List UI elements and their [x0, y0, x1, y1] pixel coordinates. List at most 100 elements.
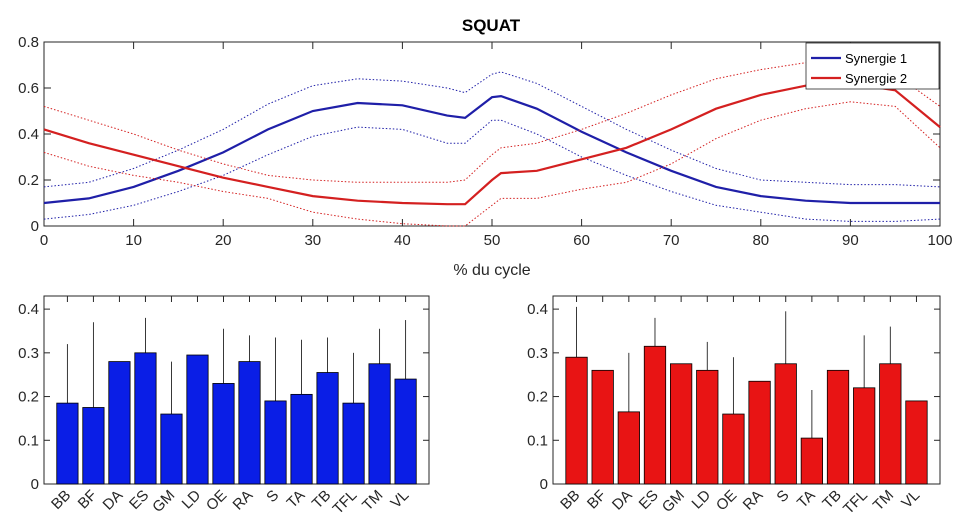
legend-label-synergie-1: Synergie 1 [845, 51, 907, 66]
bar-TFL [342, 402, 365, 485]
series-lower-band-1 [43, 119, 941, 222]
x-tick-label: TB [819, 487, 845, 513]
x-tick-label: BB [557, 487, 583, 513]
x-tick-label: LD [689, 487, 715, 513]
bar-DA [108, 361, 131, 485]
x-tick-label: TM [870, 487, 897, 514]
y-tick-label: 0.3 [18, 345, 39, 362]
x-tick-label: 60 [573, 232, 590, 249]
x-tick-label: TM [359, 487, 386, 514]
x-tick-label: 90 [842, 232, 859, 249]
x-tick-label: DA [100, 487, 127, 514]
x-tick-label: GM [149, 487, 178, 516]
line-series-group [43, 62, 941, 227]
bar-GM [160, 413, 183, 485]
bar-GM [670, 363, 693, 485]
x-tick-label: OE [203, 487, 230, 514]
x-tick-label: S [773, 487, 792, 506]
bar-TB [826, 369, 850, 485]
bar-RA [748, 380, 771, 485]
y-tick-label: 0.6 [18, 80, 39, 97]
x-tick-label: VL [387, 487, 412, 512]
x-axis-label: % du cycle [453, 262, 530, 279]
bar-S [774, 363, 797, 485]
y-tick-label: 0.3 [527, 345, 548, 362]
y-tick-label: 0.2 [527, 389, 548, 406]
x-tick-label: LD [179, 487, 205, 513]
legend-box [805, 42, 940, 90]
x-tick-label: 20 [215, 232, 232, 249]
y-tick-label: 0.4 [18, 126, 39, 143]
y-tick-label: 0.8 [18, 34, 39, 51]
bar-ES [134, 352, 157, 485]
x-tick-label: ES [636, 487, 662, 513]
x-tick-label: DA [609, 487, 636, 514]
bar-VL [394, 378, 417, 485]
bar-S [264, 400, 287, 485]
bar-TFL [853, 387, 876, 485]
bar-LD [696, 369, 719, 485]
bar-ES [643, 345, 667, 485]
series-line-synergie-1 [43, 94, 940, 205]
y-tick-label: 0.4 [527, 301, 548, 318]
x-tick-label: S [263, 487, 282, 506]
y-tick-label: 0.2 [18, 172, 39, 189]
x-tick-label: 70 [663, 232, 680, 249]
x-tick-label: RA [740, 487, 767, 514]
bar-DA [617, 411, 640, 485]
bar-TB [316, 372, 339, 485]
x-tick-label: TFL [840, 487, 871, 518]
bar-plot-area [43, 295, 430, 485]
series-line-synergie-2 [43, 82, 941, 206]
x-tick-label: 100 [927, 232, 952, 249]
x-tick-label: ES [126, 487, 152, 513]
x-tick-label: BF [75, 487, 101, 513]
bar-BF [591, 369, 614, 485]
y-tick-label: 0.1 [18, 432, 39, 449]
line-plot-area [43, 41, 941, 227]
line-axes-ticks: 0 10 20 30 40 50 60 70 80 90 100 0 0.2 0.4 0.6 0.8 [18, 34, 952, 249]
x-tick-label: 80 [752, 232, 769, 249]
bar-TM [879, 363, 902, 485]
bar-OE [212, 383, 235, 485]
y-tick-label: 0.1 [527, 432, 548, 449]
bar-TM [368, 363, 391, 485]
y-tick-label: 0 [540, 476, 548, 493]
bar-BB [565, 356, 588, 485]
x-tick-label: TA [794, 487, 819, 512]
legend-label-synergie-2: Synergie 2 [845, 71, 907, 86]
chart-title: SQUAT [462, 16, 521, 35]
x-tick-label: 50 [484, 232, 501, 249]
x-tick-label: GM [659, 487, 688, 516]
x-tick-label: OE [713, 487, 740, 514]
series-upper-band-2 [43, 62, 941, 183]
x-tick-label: 10 [125, 232, 142, 249]
bar-BF [82, 407, 105, 485]
x-tick-label: BF [584, 487, 610, 513]
series-lower-band-2 [43, 101, 941, 227]
x-tick-label: BB [48, 487, 74, 513]
legend: Synergie 1 Synergie 2 [805, 42, 940, 90]
y-tick-label: 0 [31, 218, 39, 235]
bar-VL [905, 400, 928, 485]
bar-OE [722, 413, 745, 485]
x-tick-label: 30 [304, 232, 321, 249]
bar-LD [186, 354, 209, 485]
x-tick-label: 40 [394, 232, 411, 249]
x-tick-label: 0 [40, 232, 48, 249]
x-tick-label: RA [230, 487, 257, 514]
bar-TA [800, 437, 823, 485]
bar-plot-area [552, 295, 941, 485]
bar-RA [238, 361, 261, 485]
series-upper-band-1 [43, 71, 941, 188]
x-tick-label: TA [284, 487, 309, 512]
x-tick-label: TB [309, 487, 335, 513]
bar-BB [56, 402, 79, 485]
y-tick-label: 0.4 [18, 301, 39, 318]
bar-TA [290, 393, 313, 485]
x-tick-label: VL [898, 487, 923, 512]
y-tick-label: 0 [31, 476, 39, 493]
